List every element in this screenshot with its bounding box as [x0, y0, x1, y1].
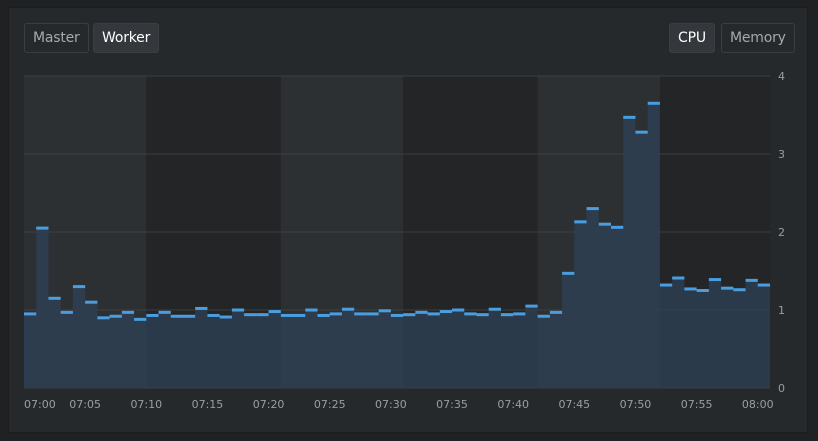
- master-toggle-button[interactable]: Master: [24, 23, 89, 53]
- x-tick-label: 07:55: [681, 398, 713, 411]
- x-tick-label: 08:00: [742, 398, 774, 411]
- x-tick-label: 07:00: [24, 398, 56, 411]
- cpu-toggle-button[interactable]: CPU: [669, 23, 715, 53]
- y-tick-label: 2: [778, 226, 785, 239]
- y-tick-label: 1: [778, 304, 785, 317]
- y-tick-label: 4: [778, 70, 785, 83]
- y-axis-ticks: 0 1 2 3 4: [778, 70, 785, 395]
- worker-toggle-button[interactable]: Worker: [93, 23, 160, 53]
- x-tick-label: 07:05: [69, 398, 101, 411]
- x-tick-label: 07:25: [314, 398, 346, 411]
- y-tick-label: 0: [778, 382, 785, 395]
- memory-toggle-button[interactable]: Memory: [721, 23, 795, 53]
- x-tick-label: 07:30: [375, 398, 407, 411]
- y-tick-label: 3: [778, 148, 785, 161]
- x-tick-label: 07:45: [558, 398, 590, 411]
- x-tick-label: 07:35: [436, 398, 468, 411]
- x-tick-label: 07:20: [253, 398, 285, 411]
- cpu-step-marks: [24, 101, 770, 321]
- x-tick-label: 07:10: [130, 398, 162, 411]
- x-tick-label: 07:50: [620, 398, 652, 411]
- x-tick-label: 07:40: [497, 398, 529, 411]
- x-axis-ticks: 07:00 07:05 07:10 07:15 07:20 07:25 07:30 07:35…: [24, 398, 774, 411]
- x-tick-label: 07:15: [192, 398, 224, 411]
